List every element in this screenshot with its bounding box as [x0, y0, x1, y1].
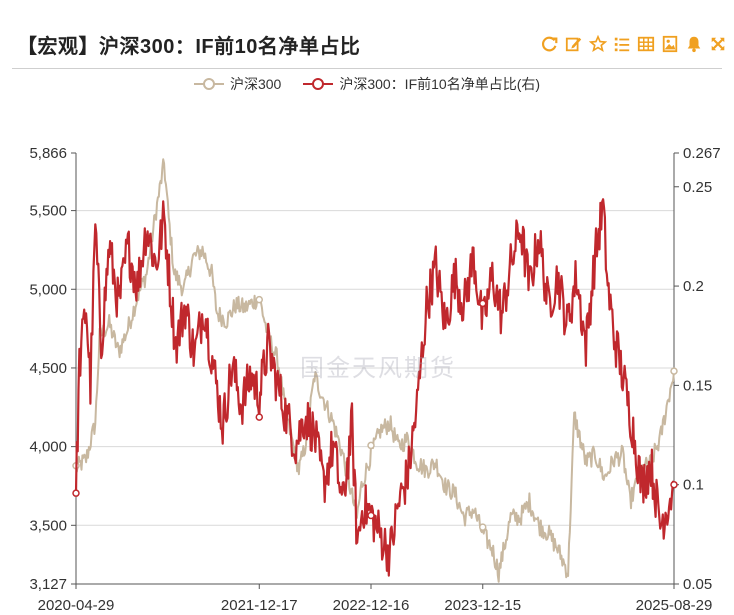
chart-legend: 沪深300 沪深300：IF前10名净单占比(右) — [0, 74, 734, 94]
y-left-tick-label: 4,500 — [29, 360, 67, 377]
image-icon[interactable] — [660, 34, 680, 54]
y-right-tick-label: 0.25 — [683, 179, 712, 196]
marker-net-ratio — [255, 413, 264, 421]
refresh-icon[interactable] — [540, 34, 560, 54]
series-line-hs300 — [75, 158, 675, 583]
y-left-tick-label: 5,000 — [29, 281, 67, 298]
x-tick-label: 2023-12-15 — [444, 597, 521, 614]
marker-net-ratio — [367, 511, 375, 520]
edit-icon[interactable] — [564, 34, 584, 54]
y-left-tick-label: 5,500 — [29, 203, 67, 220]
expand-icon[interactable] — [708, 34, 728, 54]
legend-swatch-net-ratio — [303, 78, 334, 90]
x-tick-label: 2022-12-16 — [333, 597, 410, 614]
chart-header: 【宏观】沪深300：IF前10名净单占比 — [0, 0, 734, 70]
chart-title: 【宏观】沪深300：IF前10名净单占比 — [17, 36, 361, 58]
y-right-tick-label: 0.15 — [683, 377, 712, 394]
legend-item-net-ratio[interactable]: 沪深300：IF前10名净单占比(右) — [303, 74, 540, 94]
x-tick-label: 2025-08-29 — [636, 597, 713, 614]
y-right-tick-label: 0.267 — [683, 145, 721, 162]
series-line-net-ratio — [74, 198, 676, 577]
y-right-tick-label: 0.2 — [683, 278, 704, 295]
y-left-tick-label: 3,127 — [29, 576, 67, 593]
marker-hs300 — [670, 367, 678, 375]
legend-swatch-hs300 — [193, 78, 224, 90]
marker-net-ratio — [479, 299, 487, 308]
marker-hs300 — [479, 523, 487, 531]
x-tick-label: 2020-04-29 — [38, 597, 115, 614]
legend-label-net-ratio: 沪深300：IF前10名净单占比(右) — [339, 76, 541, 92]
legend-label-hs300: 沪深300 — [229, 76, 282, 92]
toolbar — [540, 34, 728, 54]
marker-net-ratio — [72, 489, 80, 497]
watermark: 国金天风期货 — [300, 355, 456, 382]
header-divider — [12, 68, 722, 69]
marker-net-ratio — [670, 480, 678, 489]
y-left-tick-label: 5,866 — [29, 145, 67, 162]
x-tick-label: 2021-12-17 — [221, 597, 298, 614]
list-icon[interactable] — [612, 34, 632, 54]
marker-hs300 — [367, 441, 375, 450]
star-icon[interactable] — [588, 34, 608, 54]
y-right-tick-label: 0.1 — [683, 477, 704, 494]
y-left-tick-label: 3,500 — [29, 517, 67, 534]
y-right-tick-label: 0.05 — [683, 576, 712, 593]
legend-item-hs300[interactable]: 沪深300 — [193, 74, 282, 94]
y-left-tick-label: 4,000 — [29, 439, 67, 456]
bell-icon[interactable] — [684, 34, 704, 54]
table-icon[interactable] — [636, 34, 656, 54]
marker-hs300 — [255, 295, 264, 304]
